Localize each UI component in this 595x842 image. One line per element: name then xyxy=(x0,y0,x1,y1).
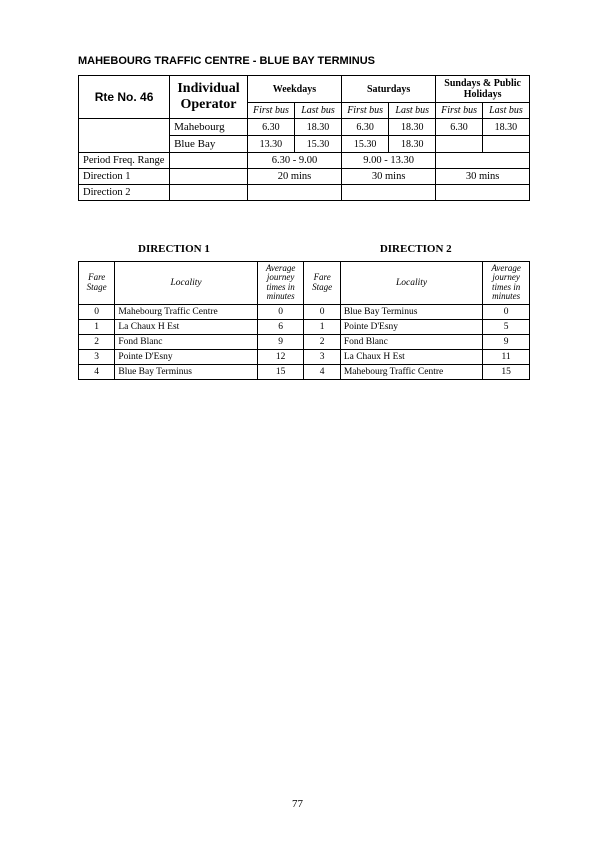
page-title: MAHEBOURG TRAFFIC CENTRE - BLUE BAY TERM… xyxy=(78,55,535,67)
fare-cell: 0 xyxy=(304,304,340,319)
fare-stage-header: Fare Stage xyxy=(304,262,340,305)
locality-header: Locality xyxy=(115,262,257,305)
table-row: 1 La Chaux H Est 6 1 Pointe D'Esny 5 xyxy=(79,319,530,334)
locality-cell: Mahebourg Traffic Centre xyxy=(340,364,482,379)
period-value xyxy=(436,153,530,169)
direction2-value xyxy=(436,185,530,201)
time-cell: 6.30 xyxy=(247,119,294,136)
time-cell: 15.30 xyxy=(294,136,341,153)
fare-cell: 2 xyxy=(304,334,340,349)
table-row: 3 Pointe D'Esny 12 3 La Chaux H Est 11 xyxy=(79,349,530,364)
direction1-heading: DIRECTION 1 xyxy=(138,243,210,255)
last-bus-header: Last bus xyxy=(294,103,341,119)
fare-cell: 1 xyxy=(79,319,115,334)
terminus-name: Mahebourg xyxy=(170,119,248,136)
avg-header: Average journey times in minutes xyxy=(257,262,304,305)
fare-cell: 3 xyxy=(79,349,115,364)
direction1-value: 20 mins xyxy=(247,169,341,185)
time-cell: 18.30 xyxy=(389,119,436,136)
time-cell: 13.30 xyxy=(247,136,294,153)
fare-cell: 3 xyxy=(304,349,340,364)
last-bus-header: Last bus xyxy=(482,103,529,119)
fare-cell: 0 xyxy=(79,304,115,319)
avg-cell: 5 xyxy=(483,319,530,334)
page-number: 77 xyxy=(0,798,595,810)
first-bus-header: First bus xyxy=(436,103,483,119)
table-row: 0 Mahebourg Traffic Centre 0 0 Blue Bay … xyxy=(79,304,530,319)
direction2-value xyxy=(247,185,341,201)
avg-cell: 9 xyxy=(257,334,304,349)
time-cell: 15.30 xyxy=(342,136,389,153)
time-cell: 6.30 xyxy=(436,119,483,136)
time-cell: 6.30 xyxy=(342,119,389,136)
table-row: 2 Fond Blanc 9 2 Fond Blanc 9 xyxy=(79,334,530,349)
direction2-value xyxy=(342,185,436,201)
direction1-label: Direction 1 xyxy=(79,169,170,185)
locality-table: Fare Stage Locality Average journey time… xyxy=(78,261,530,380)
period-freq-label: Period Freq. Range xyxy=(79,153,170,169)
schedule-table: Rte No. 46 Individual Operator Weekdays … xyxy=(78,75,530,201)
weekdays-header: Weekdays xyxy=(247,76,341,103)
last-bus-header: Last bus xyxy=(389,103,436,119)
time-cell xyxy=(436,136,483,153)
locality-cell: Mahebourg Traffic Centre xyxy=(115,304,257,319)
saturdays-header: Saturdays xyxy=(342,76,436,103)
time-cell: 18.30 xyxy=(482,119,529,136)
direction1-value: 30 mins xyxy=(436,169,530,185)
fare-cell: 1 xyxy=(304,319,340,334)
period-value: 6.30 - 9.00 xyxy=(247,153,341,169)
locality-cell: Fond Blanc xyxy=(115,334,257,349)
avg-cell: 0 xyxy=(257,304,304,319)
fare-cell: 2 xyxy=(79,334,115,349)
avg-cell: 15 xyxy=(257,364,304,379)
first-bus-header: First bus xyxy=(342,103,389,119)
locality-cell: Fond Blanc xyxy=(340,334,482,349)
sundays-header: Sundays & Public Holidays xyxy=(436,76,530,103)
operator-label: Individual Operator xyxy=(170,76,248,119)
avg-cell: 9 xyxy=(483,334,530,349)
avg-cell: 6 xyxy=(257,319,304,334)
direction2-heading: DIRECTION 2 xyxy=(380,243,452,255)
table-row: 4 Blue Bay Terminus 15 4 Mahebourg Traff… xyxy=(79,364,530,379)
avg-cell: 15 xyxy=(483,364,530,379)
time-cell: 18.30 xyxy=(389,136,436,153)
route-label: Rte No. 46 xyxy=(79,76,170,119)
period-value: 9.00 - 13.30 xyxy=(342,153,436,169)
avg-cell: 12 xyxy=(257,349,304,364)
locality-cell: La Chaux H Est xyxy=(115,319,257,334)
avg-cell: 0 xyxy=(483,304,530,319)
locality-cell: Blue Bay Terminus xyxy=(340,304,482,319)
locality-cell: Blue Bay Terminus xyxy=(115,364,257,379)
fare-stage-header: Fare Stage xyxy=(79,262,115,305)
fare-cell: 4 xyxy=(304,364,340,379)
direction2-label: Direction 2 xyxy=(79,185,170,201)
direction1-value: 30 mins xyxy=(342,169,436,185)
time-cell xyxy=(482,136,529,153)
avg-cell: 11 xyxy=(483,349,530,364)
first-bus-header: First bus xyxy=(247,103,294,119)
locality-cell: Pointe D'Esny xyxy=(340,319,482,334)
terminus-name: Blue Bay xyxy=(170,136,248,153)
locality-header: Locality xyxy=(340,262,482,305)
locality-cell: La Chaux H Est xyxy=(340,349,482,364)
fare-cell: 4 xyxy=(79,364,115,379)
time-cell: 18.30 xyxy=(294,119,341,136)
avg-header: Average journey times in minutes xyxy=(483,262,530,305)
locality-cell: Pointe D'Esny xyxy=(115,349,257,364)
